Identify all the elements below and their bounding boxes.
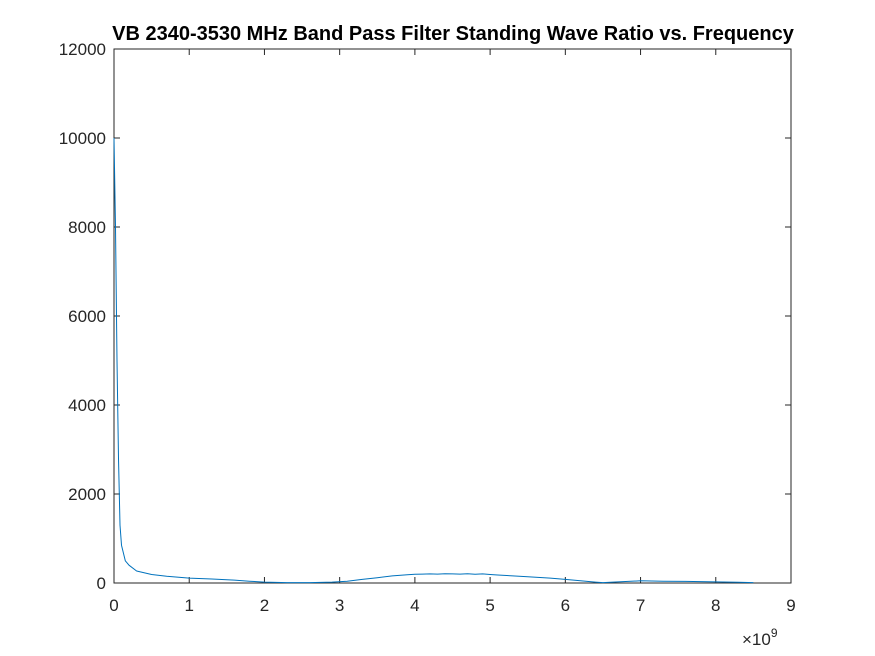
x-tick-label: 2	[260, 596, 269, 615]
x-tick-label: 7	[636, 596, 645, 615]
y-tick-label: 2000	[68, 485, 106, 504]
x-tick-label: 6	[561, 596, 570, 615]
x-axis: 0 1 2 3 4 5 6 7 8 9	[109, 49, 796, 615]
y-tick-label: 12000	[59, 40, 106, 59]
x-tick-label: 9	[786, 596, 795, 615]
x-exponent-power: 9	[771, 626, 778, 640]
x-exponent-base: ×10	[742, 630, 771, 649]
series-layer	[113, 137, 754, 584]
y-tick-label: 6000	[68, 307, 106, 326]
x-tick-label: 4	[410, 596, 419, 615]
y-tick-label: 10000	[59, 129, 106, 148]
y-axis: 0 2000 4000 6000 8000 10000 12000	[59, 40, 791, 593]
chart-title: VB 2340-3530 MHz Band Pass Filter Standi…	[112, 23, 795, 45]
x-tick-label: 5	[485, 596, 494, 615]
plot-area	[113, 48, 792, 584]
x-tick-label: 8	[711, 596, 720, 615]
y-tick-label: 0	[97, 574, 106, 593]
x-tick-label: 1	[184, 596, 193, 615]
x-tick-label: 0	[109, 596, 118, 615]
x-axis-exponent: ×109	[742, 626, 778, 649]
y-tick-label: 8000	[68, 218, 106, 237]
y-tick-label: 4000	[68, 396, 106, 415]
series-line	[113, 137, 754, 584]
x-tick-label: 3	[335, 596, 344, 615]
